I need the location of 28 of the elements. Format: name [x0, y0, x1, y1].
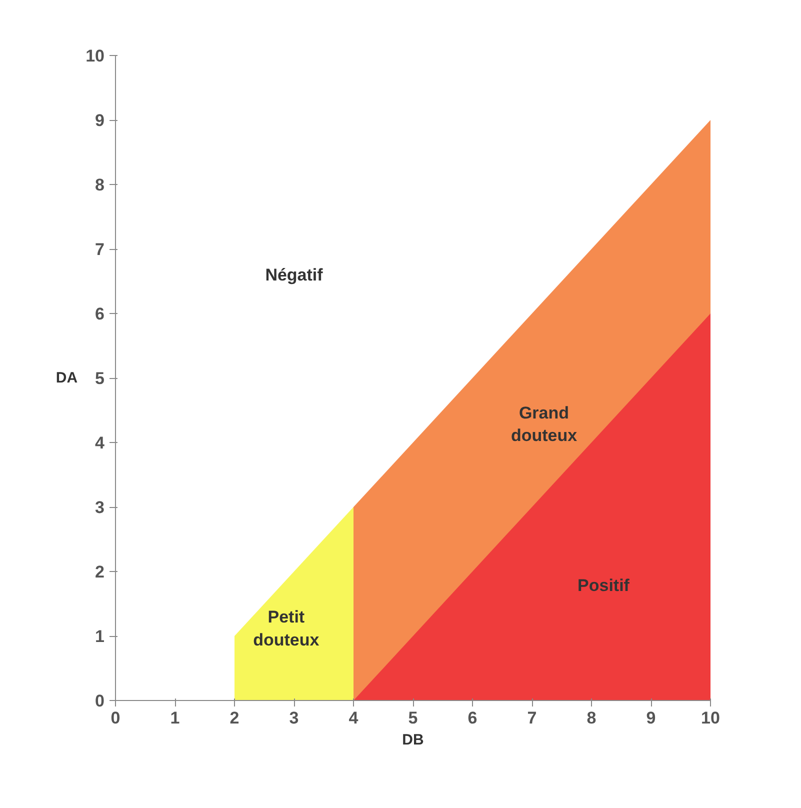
y-tick-label: 0 [95, 692, 105, 710]
y-tick-label: 9 [95, 111, 105, 130]
x-tick-label: 10 [701, 708, 720, 728]
y-tick-label: 3 [95, 498, 105, 517]
annotation: Négatif [265, 265, 324, 284]
x-tick-label: 0 [110, 708, 120, 728]
x-tick-label: 9 [646, 708, 656, 728]
x-tick-label: 2 [230, 708, 240, 728]
x-tick-label: 1 [170, 708, 180, 728]
x-axis-title: DB [402, 732, 424, 748]
series-label: Petit douteux [253, 608, 320, 650]
y-tick-label: 8 [95, 176, 105, 194]
x-tick-label: 4 [348, 708, 359, 728]
y-tick-label: 4 [95, 434, 106, 452]
x-tick-label: 7 [527, 708, 537, 728]
series-label: Positif [578, 576, 630, 595]
x-tick-label: 6 [468, 708, 478, 728]
y-axis-title: DA [56, 370, 78, 386]
y-tick-label: 6 [95, 304, 105, 324]
y-tick-label: 10 [86, 46, 105, 66]
y-tick-label: 7 [95, 240, 105, 259]
y-tick-label: 5 [95, 369, 105, 388]
x-tick-label: 5 [408, 708, 418, 728]
x-tick-label: 3 [289, 708, 299, 728]
series-label: Grand douteux [510, 403, 578, 446]
y-tick-label: 2 [95, 562, 105, 582]
x-tick-label: 8 [586, 708, 596, 728]
y-tick-label: 1 [95, 627, 105, 646]
